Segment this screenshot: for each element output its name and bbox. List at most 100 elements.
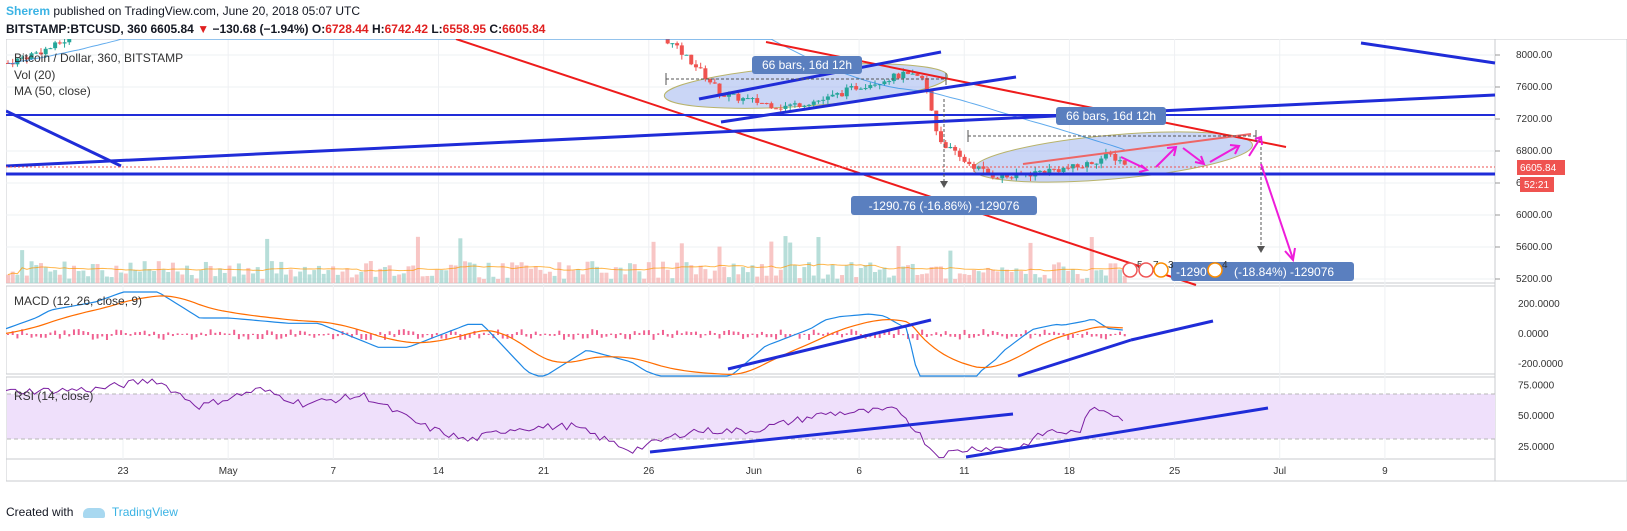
- macd-histogram-bar: [963, 329, 966, 335]
- macd-pane[interactable]: [6, 285, 1496, 375]
- arrow-down-1[interactable]: [1120, 156, 1147, 170]
- volume-bar: [312, 270, 317, 283]
- price-drop-badge-1[interactable]: [851, 196, 1037, 215]
- macd-histogram-bar: [237, 334, 240, 340]
- macd-histogram-bar: [412, 331, 415, 335]
- macd-histogram-bar: [883, 332, 886, 335]
- volume-bar: [368, 261, 373, 283]
- candle-body: [816, 100, 821, 102]
- event-markers[interactable]: 5 7 3 4: [1122, 260, 1228, 278]
- blue-diagonal-right[interactable]: [1360, 41, 1496, 65]
- flag-icon-4[interactable]: [1207, 262, 1223, 278]
- volume-bar: [340, 271, 345, 283]
- macd-histogram-bar: [468, 334, 471, 338]
- volume-bar: [797, 278, 802, 283]
- open-value: 6728.44: [325, 22, 369, 36]
- red-trendline-short[interactable]: [1022, 133, 1252, 165]
- macd-histogram-bar: [968, 334, 971, 339]
- macd-histogram-bar: [247, 334, 250, 340]
- macd-histogram-bar: [657, 333, 660, 335]
- volume-bar: [689, 265, 694, 283]
- rsi-trendline-2[interactable]: [965, 406, 1269, 459]
- macd-trendline-projection[interactable]: [1130, 319, 1214, 342]
- volume-bar: [896, 245, 901, 283]
- footer: Created with TradingView: [6, 505, 178, 519]
- blue-trendline-long[interactable]: [6, 93, 1496, 168]
- volume-bar: [971, 269, 976, 283]
- arrow-down-2[interactable]: [1182, 147, 1204, 164]
- tradingview-link[interactable]: TradingView: [111, 505, 178, 519]
- macd-histogram-bar: [1005, 334, 1008, 339]
- arrow-up-2[interactable]: [1209, 145, 1239, 163]
- flag-icon-1[interactable]: [1122, 262, 1138, 278]
- legend-main[interactable]: Bitcoin / Dollar, 360, BITSTAMP: [14, 51, 183, 65]
- volume-bar: [882, 267, 887, 283]
- channel-lower-line[interactable]: [720, 75, 1017, 124]
- price-drop-text-1: -1290.76 (-16.86%) -129076: [869, 199, 1020, 213]
- macd-histogram-bar: [676, 330, 679, 335]
- volume-bar: [43, 267, 48, 283]
- legend-macd[interactable]: MACD (12, 26, close, 9): [14, 294, 142, 308]
- macd-histogram-bar: [1043, 329, 1046, 335]
- time-tick-label: 9: [1382, 466, 1388, 477]
- bars-range-badge-2[interactable]: [1056, 107, 1166, 125]
- bars-range-badge-1[interactable]: [752, 56, 862, 74]
- projection-arrows[interactable]: [1120, 135, 1296, 263]
- volume-bar: [538, 269, 543, 283]
- blue-diagonal-left[interactable]: [6, 109, 122, 168]
- flag-icon-2[interactable]: [1138, 262, 1154, 278]
- red-trendline-lower[interactable]: [455, 39, 1197, 286]
- volume-bar: [274, 273, 279, 283]
- volume-bar: [458, 238, 463, 283]
- volume-bar: [236, 263, 241, 283]
- macd-histogram-bar: [195, 334, 198, 338]
- candle-body: [717, 83, 722, 95]
- chart-canvas[interactable]: 66 bars, 16d 12h 66 bars, 16d 12h -1290.…: [6, 39, 1627, 491]
- volume-bar: [444, 270, 449, 283]
- macd-histogram-bar: [977, 334, 980, 337]
- legend-ma[interactable]: MA (50, close): [14, 84, 91, 98]
- macd-histogram-bar: [101, 334, 104, 337]
- volume-bar: [81, 270, 86, 283]
- legend-volume[interactable]: Vol (20): [14, 68, 55, 82]
- candle-body: [1014, 173, 1019, 179]
- author-name[interactable]: Sherem: [6, 4, 51, 18]
- macd-trendline-2[interactable]: [1017, 338, 1132, 378]
- volume-bar: [788, 242, 793, 283]
- tradingview-logo-icon[interactable]: [82, 507, 105, 518]
- volume-bar: [825, 274, 830, 283]
- channel-upper-line[interactable]: [698, 50, 942, 101]
- arrow-up-1[interactable]: [1155, 146, 1177, 168]
- rsi-trendline-1[interactable]: [649, 412, 1014, 454]
- candle-body: [665, 39, 670, 44]
- candle-body: [1047, 168, 1052, 174]
- volume-bar: [24, 275, 29, 283]
- rsi-tick-label: 75.0000: [1518, 381, 1555, 392]
- arrow-up-3[interactable]: [1248, 136, 1262, 157]
- macd-histogram-bar: [266, 330, 269, 335]
- candle-body: [1004, 174, 1009, 178]
- time-tick-label: 26: [643, 466, 655, 477]
- macd-histogram-bar: [958, 334, 961, 340]
- arrow-down-projection[interactable]: [1260, 163, 1294, 260]
- volume-bar: [260, 278, 265, 283]
- volume-bar: [1023, 273, 1028, 283]
- legend-rsi[interactable]: RSI (14, close): [14, 389, 93, 403]
- volume-bar: [265, 238, 270, 283]
- price-tick-label: 6800.00: [1516, 146, 1553, 157]
- volume-bar: [891, 275, 896, 283]
- volume-bar: [156, 261, 161, 283]
- macd-histogram-bar: [723, 330, 726, 335]
- volume-bar: [986, 267, 991, 283]
- macd-histogram-bar: [186, 333, 189, 335]
- macd-histogram-bar: [643, 330, 646, 335]
- macd-histogram-bar: [742, 334, 745, 339]
- candle-body: [745, 98, 750, 100]
- candle-body: [929, 90, 934, 111]
- price-axis[interactable]: [1494, 39, 1627, 482]
- chart-frame[interactable]: 66 bars, 16d 12h 66 bars, 16d 12h -1290.…: [6, 39, 1627, 491]
- flag-icon-3[interactable]: [1153, 262, 1169, 278]
- candle-body: [1042, 170, 1047, 174]
- macd-trendline-1[interactable]: [727, 318, 932, 371]
- volume-bars: [6, 236, 1127, 283]
